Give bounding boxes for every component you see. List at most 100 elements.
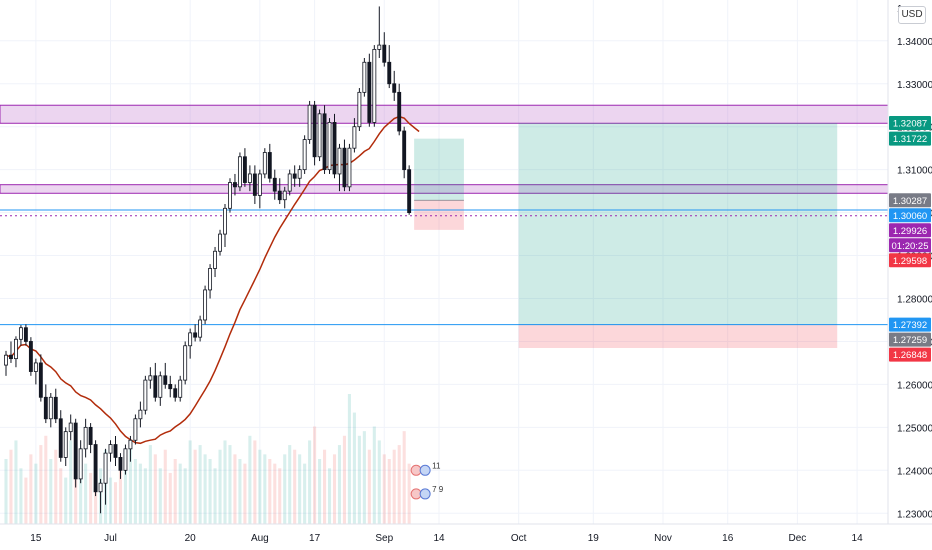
time-tick-label: Jul (104, 533, 117, 544)
event-count-label: 11 (432, 461, 441, 470)
candle-body (23, 327, 28, 342)
candle-body (183, 345, 188, 381)
candle-body (337, 147, 342, 175)
volume-bar (54, 449, 58, 524)
candle-body (83, 426, 88, 450)
volume-bar (49, 459, 53, 524)
candle-body (123, 448, 128, 471)
candle-body (163, 375, 168, 385)
time-tick-label: 14 (852, 533, 864, 544)
volume-bar (258, 449, 262, 524)
horizontal-levels[interactable] (0, 209, 888, 326)
volume-bar (263, 454, 267, 524)
candle-body (218, 233, 222, 252)
volume-bar (9, 449, 13, 524)
price-tick-label: 1.33000 (897, 80, 932, 91)
volume-bar (273, 463, 277, 524)
time-tick-label: 14 (433, 533, 445, 544)
volume-bar (278, 468, 282, 524)
candles (4, 6, 412, 514)
candle-body (327, 122, 332, 171)
candle-body (158, 375, 163, 398)
candle-body (297, 169, 302, 179)
volume-bar (337, 445, 342, 524)
volume-bar (198, 445, 202, 524)
volume-bar (79, 454, 83, 524)
volume-bar (168, 472, 172, 524)
event-count-label: 7 9 (432, 485, 444, 494)
price-label-text: 01:20:25 (892, 241, 929, 252)
volume-bar (44, 435, 48, 524)
price-tick-label: 1.34000 (897, 37, 932, 48)
price-label-text: 1.32087 (893, 118, 927, 129)
volume-bar (64, 477, 68, 524)
candle-body (9, 354, 13, 360)
price-tick-label: 1.26000 (897, 380, 932, 391)
time-tick-label: 16 (722, 533, 734, 544)
candle-body (68, 422, 73, 433)
candle-body (203, 289, 208, 321)
volume-bar (233, 454, 237, 524)
candle-body (387, 61, 392, 85)
price-tick-label: 1.31000 (897, 166, 932, 177)
currency-button[interactable]: USD (898, 6, 926, 24)
candle-body (133, 418, 138, 441)
volume-bar (243, 463, 247, 524)
volume-bar (357, 435, 361, 524)
time-tick-label: Nov (654, 533, 672, 544)
volume-bar (29, 454, 33, 524)
volume-bar (84, 463, 88, 524)
volume-bar (303, 463, 307, 524)
candle-body (362, 61, 367, 93)
candle-body (43, 396, 48, 420)
price-scale-bg[interactable] (888, 0, 932, 550)
candle-body (193, 332, 198, 338)
candle-body (78, 448, 83, 480)
candle-body (108, 444, 113, 454)
volume-bar (407, 463, 411, 524)
volume-bar (19, 468, 23, 524)
volume-bar (59, 468, 63, 524)
candle-body (382, 44, 387, 63)
volume-bar (347, 394, 351, 524)
candle-body (377, 44, 382, 50)
time-tick-label: 20 (185, 533, 197, 544)
price-label-tag (889, 223, 931, 238)
candle-body (93, 444, 98, 493)
time-tick-label: Sep (375, 533, 393, 544)
candle-body (168, 384, 173, 390)
volume-bar (173, 459, 177, 524)
price-label-text: 1.30287 (893, 196, 927, 207)
candle-body (63, 431, 68, 458)
candle-body (103, 452, 108, 484)
volume-bar (288, 445, 292, 524)
volume-bar (372, 426, 376, 524)
candle-body (237, 156, 242, 188)
candle-body (173, 388, 178, 398)
price-tick-label: 1.23000 (897, 509, 932, 520)
candle-body (228, 182, 232, 209)
candle-body (208, 268, 213, 291)
position-loss-zone (518, 324, 838, 348)
volume-bar (392, 449, 396, 524)
volume-bar (208, 459, 212, 524)
volume-bar (332, 454, 337, 524)
volume-bar (323, 449, 327, 524)
time-scale[interactable]: 15 Jul 20 Aug 17 Sep 14 Oct 19 Nov 16 Dec 14 (30, 533, 863, 544)
position-tools[interactable] (414, 122, 838, 348)
candle-body (113, 444, 118, 458)
volume-bar (118, 468, 123, 524)
price-label-text: 1.27259 (893, 335, 927, 346)
economic-events[interactable]: 11 7 9 (410, 461, 444, 500)
position-loss-zone (414, 200, 464, 230)
candle-body (342, 147, 347, 188)
price-label-text: 1.26848 (893, 350, 927, 361)
price-label-text: 1.29926 (893, 226, 927, 237)
candle-body (402, 130, 407, 171)
candle-body (28, 341, 33, 372)
volume-bar (108, 477, 113, 524)
price-label-tag (889, 317, 931, 332)
candle-body (53, 396, 58, 420)
